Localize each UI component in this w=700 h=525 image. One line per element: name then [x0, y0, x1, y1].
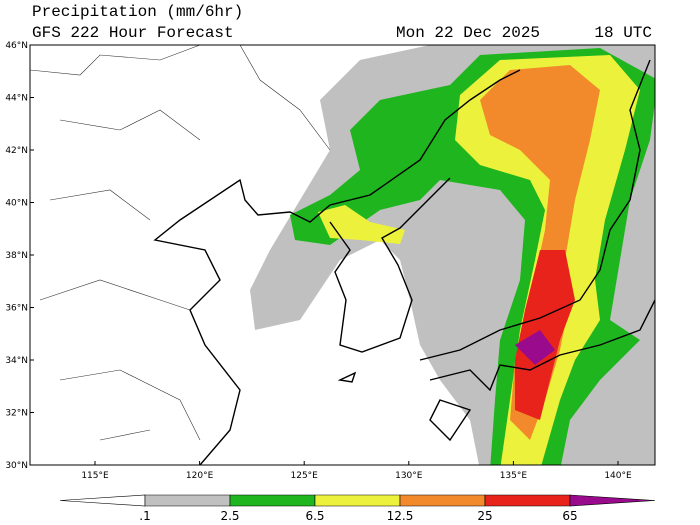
colorbar-segment [144, 494, 231, 507]
map [30, 45, 655, 465]
colorbar-label: 6.5 [305, 509, 324, 523]
border [30, 45, 331, 441]
precip-area [515, 250, 575, 420]
precip-area [318, 205, 405, 244]
lat-label: 30°N [5, 461, 28, 471]
lon-label: 115°E [81, 471, 109, 481]
colorbar-label: .1 [139, 509, 150, 523]
colorbar-label: 65 [562, 509, 577, 523]
colorbar-label: 2.5 [220, 509, 239, 523]
lon-label: 140°E [604, 471, 632, 481]
colorbar-label: 12.5 [387, 509, 414, 523]
precip-area [480, 65, 600, 440]
lon-label: 125°E [291, 471, 319, 481]
colorbar-label: 25 [477, 509, 492, 523]
title: Precipitation (mm/6hr) [32, 3, 243, 21]
lat-label: 46°N [5, 41, 28, 51]
subtitle: GFS 222 Hour Forecast [32, 24, 234, 42]
colorbar-segment [484, 494, 571, 507]
lat-label: 42°N [5, 146, 28, 156]
coastline [337, 371, 357, 383]
colorbar-segment [59, 494, 146, 507]
lon-label: 120°E [186, 471, 214, 481]
lon-label: 135°E [500, 471, 528, 481]
colorbar-segment [229, 494, 316, 507]
date: Mon 22 Dec 2025 [396, 24, 540, 42]
coastline [419, 59, 655, 442]
lon-label: 130°E [395, 471, 423, 481]
lat-label: 38°N [5, 251, 28, 261]
time: 18 UTC [594, 24, 652, 42]
colorbar-segment [314, 494, 401, 507]
colorbar-segment [399, 494, 486, 507]
lat-label: 40°N [5, 199, 28, 209]
precip-area [515, 330, 555, 365]
lat-label: 36°N [5, 304, 28, 314]
lat-label: 34°N [5, 356, 28, 366]
coastline [153, 69, 521, 465]
lat-label: 44°N [5, 94, 28, 104]
colorbar-segment [569, 494, 656, 507]
lat-label: 32°N [5, 409, 28, 419]
coastline [329, 177, 451, 353]
